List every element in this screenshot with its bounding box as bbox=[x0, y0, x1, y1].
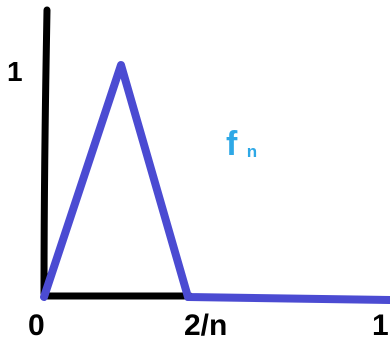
function-label-base: f bbox=[226, 125, 238, 163]
function-label: f n bbox=[226, 125, 257, 163]
function-label-subscript: n bbox=[247, 142, 257, 161]
fn-curve bbox=[40, 61, 390, 304]
y-axis bbox=[40, 6, 51, 301]
x-tick-label-zero: 0 bbox=[28, 309, 45, 342]
x-tick-label-two-over-n: 2/n bbox=[184, 309, 227, 342]
y-tick-label-one: 1 bbox=[7, 56, 23, 87]
x-tick-label-one: 1 bbox=[372, 309, 389, 342]
